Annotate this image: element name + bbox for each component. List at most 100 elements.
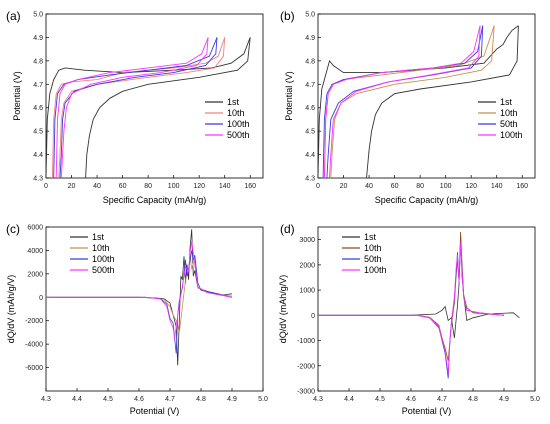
- plot-frame: [45, 13, 264, 179]
- series-group: [318, 25, 519, 178]
- series-10th-line-charge: [51, 37, 226, 178]
- y-axis-label: dQ/dV (mAh/g/V): [278, 275, 288, 344]
- series-100th-line-charge: [323, 25, 481, 178]
- x-tick-label: 4.7: [165, 396, 175, 403]
- series-10th-line-charge: [323, 25, 495, 178]
- x-tick-label: 4.6: [134, 396, 144, 403]
- legend-label: 1st: [92, 232, 105, 242]
- y-tick-label: -2000: [297, 363, 315, 370]
- y-tick-label: 4.4: [305, 152, 315, 159]
- legend-label: 100th: [500, 130, 523, 140]
- legend-label: 100th: [92, 254, 115, 264]
- y-tick-label: 4.3: [305, 176, 315, 183]
- x-tick-label: 140: [491, 183, 503, 190]
- legend-label: 500th: [227, 130, 250, 140]
- x-axis-label: Potential (V): [130, 406, 180, 416]
- y-axis-label: Potential (V): [284, 71, 294, 121]
- y-tick-label: 4.8: [305, 58, 315, 65]
- x-tick-label: 5.0: [530, 396, 540, 403]
- x-tick-label: 4.8: [196, 396, 206, 403]
- x-tick-label: 80: [144, 183, 152, 190]
- x-tick-label: 100: [440, 183, 452, 190]
- y-tick-label: 4.7: [33, 82, 43, 89]
- series-500th-line-discharge: [60, 37, 209, 178]
- y-tick-label: 4.4: [33, 152, 43, 159]
- series-10th-line: [318, 231, 505, 361]
- y-tick-label: 0: [39, 295, 43, 302]
- series-group: [46, 229, 233, 366]
- x-tick-label: 4.4: [72, 396, 82, 403]
- series-50th-line-discharge: [326, 25, 484, 178]
- y-tick-label: 4.7: [305, 82, 315, 89]
- panel-label: (d): [280, 222, 295, 236]
- legend-label: 10th: [92, 243, 110, 253]
- series-100th-line: [318, 242, 505, 374]
- series-500th-line-charge: [55, 37, 209, 178]
- panel-2: (c) 4.3 4.4 4.5 4.6 4.7 4.8 4.9 5.0 -6000 -4000 -20…: [6, 222, 268, 416]
- legend-label: 10th: [500, 108, 518, 118]
- y-tick-label: 4.9: [33, 35, 43, 42]
- x-tick-label: 4.3: [313, 396, 323, 403]
- y-tick-label: 5.0: [305, 12, 315, 19]
- panel-label: (c): [6, 222, 20, 236]
- series-1st-line-charge: [46, 37, 251, 178]
- y-tick-label: 4000: [27, 248, 43, 255]
- legend-label: 100th: [364, 265, 387, 275]
- x-tick-label: 60: [391, 183, 399, 190]
- y-tick-label: -3000: [297, 389, 315, 396]
- x-tick-label: 40: [365, 183, 373, 190]
- x-tick-label: 100: [168, 183, 180, 190]
- x-tick-label: 4.8: [468, 396, 478, 403]
- y-tick-label: 3000: [299, 237, 315, 244]
- y-tick-label: 6000: [27, 225, 43, 232]
- y-tick-label: 5.0: [33, 12, 43, 19]
- series-50th-line-charge: [322, 25, 484, 178]
- y-tick-label: 4.8: [33, 58, 43, 65]
- x-tick-label: 80: [416, 183, 424, 190]
- y-tick-label: 2000: [27, 271, 43, 278]
- plot-frame: [317, 226, 536, 392]
- y-tick-label: 4.5: [305, 129, 315, 136]
- legend-label: 1st: [364, 232, 377, 242]
- series-10th-line: [46, 255, 233, 333]
- y-tick-label: 4.5: [33, 129, 43, 136]
- x-tick-label: 4.5: [103, 396, 113, 403]
- x-tick-label: 5.0: [258, 396, 268, 403]
- x-tick-label: 4.7: [437, 396, 447, 403]
- y-tick-label: 1000: [299, 288, 315, 295]
- y-tick-label: 4.9: [305, 35, 315, 42]
- x-tick-label: 140: [219, 183, 231, 190]
- x-tick-label: 40: [93, 183, 101, 190]
- x-tick-label: 4.5: [375, 396, 385, 403]
- y-tick-label: 0: [311, 313, 315, 320]
- y-axis-label: dQ/dV (mAh/g/V): [6, 275, 16, 344]
- series-500th-line: [46, 241, 233, 339]
- x-tick-label: 20: [68, 183, 76, 190]
- x-tick-label: 0: [316, 183, 320, 190]
- y-tick-label: -6000: [25, 365, 43, 372]
- plot-frame: [317, 13, 536, 179]
- y-tick-label: -2000: [25, 318, 43, 325]
- y-tick-label: 4.3: [33, 176, 43, 183]
- legend-label: 50th: [500, 119, 518, 129]
- x-axis-label: Specific Capacity (mAh/g): [375, 195, 479, 205]
- series-100th-line-discharge: [329, 25, 481, 178]
- x-tick-label: 120: [193, 183, 205, 190]
- x-tick-label: 4.9: [227, 396, 237, 403]
- plot-frame: [45, 226, 264, 392]
- legend-label: 100th: [227, 119, 250, 129]
- legend-label: 10th: [364, 243, 382, 253]
- y-tick-label: 4.6: [33, 105, 43, 112]
- y-tick-label: -1000: [297, 338, 315, 345]
- x-tick-label: 4.3: [41, 396, 51, 403]
- x-tick-label: 4.6: [406, 396, 416, 403]
- legend-label: 500th: [92, 265, 115, 275]
- x-tick-label: 160: [516, 183, 528, 190]
- x-axis-label: Specific Capacity (mAh/g): [103, 195, 207, 205]
- series-1st-line-discharge: [366, 25, 519, 178]
- series-10th-line-discharge: [330, 25, 495, 178]
- series-1st-line-discharge: [85, 37, 251, 178]
- legend-label: 10th: [227, 108, 245, 118]
- y-axis-label: Potential (V): [12, 71, 22, 121]
